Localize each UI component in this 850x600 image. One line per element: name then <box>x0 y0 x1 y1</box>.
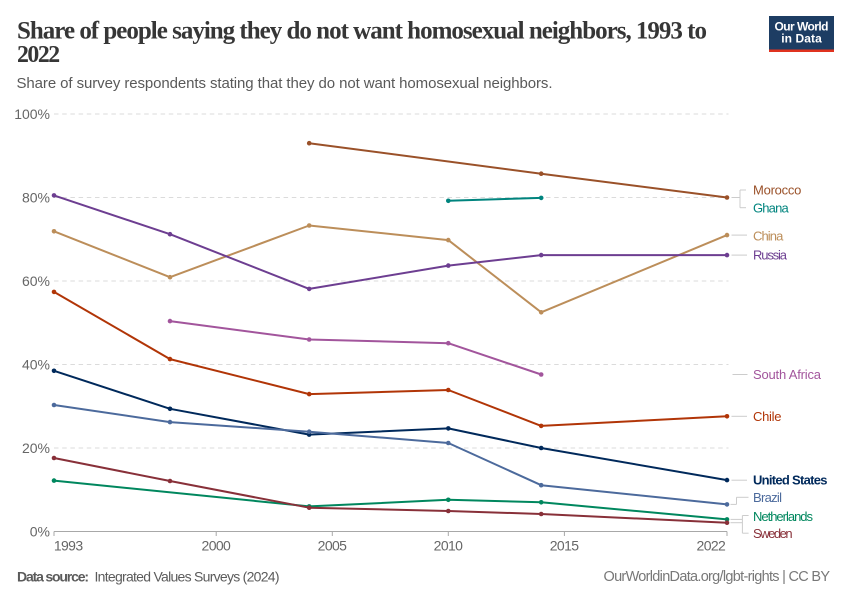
svg-text:Share of people saying they do: Share of people saying they do not want … <box>17 18 707 45</box>
svg-text:1993: 1993 <box>54 538 84 554</box>
svg-text:Netherlands: Netherlands <box>753 509 814 524</box>
svg-text:Brazil: Brazil <box>753 490 782 505</box>
svg-text:Share of survey respondents st: Share of survey respondents stating that… <box>17 75 553 92</box>
svg-text:Sweden: Sweden <box>753 526 793 541</box>
svg-text:Data source:: Data source: <box>17 569 89 585</box>
svg-text:2022: 2022 <box>17 42 60 68</box>
svg-text:2000: 2000 <box>202 538 232 554</box>
svg-text:2022: 2022 <box>697 538 727 554</box>
svg-text:OurWorldinData.org/lgbt-rights: OurWorldinData.org/lgbt-rights | CC BY <box>604 569 831 585</box>
svg-text:Integrated Values Surveys (202: Integrated Values Surveys (2024) <box>95 569 280 585</box>
svg-text:60%: 60% <box>22 273 50 289</box>
svg-text:Chile: Chile <box>753 409 782 424</box>
svg-text:in Data: in Data <box>781 32 822 46</box>
svg-text:20%: 20% <box>22 440 50 456</box>
svg-text:80%: 80% <box>22 190 50 206</box>
svg-text:0%: 0% <box>30 524 50 540</box>
svg-text:40%: 40% <box>22 357 50 373</box>
svg-text:United States: United States <box>753 472 828 487</box>
svg-text:Morocco: Morocco <box>753 183 801 198</box>
svg-text:2015: 2015 <box>550 538 580 554</box>
svg-text:China: China <box>753 228 784 243</box>
svg-text:Ghana: Ghana <box>753 200 789 215</box>
svg-text:100%: 100% <box>14 106 50 122</box>
svg-text:Our World: Our World <box>775 20 829 34</box>
svg-text:2005: 2005 <box>318 538 348 554</box>
svg-text:South Africa: South Africa <box>753 367 822 382</box>
svg-text:2010: 2010 <box>434 538 464 554</box>
svg-text:Russia: Russia <box>753 248 788 263</box>
